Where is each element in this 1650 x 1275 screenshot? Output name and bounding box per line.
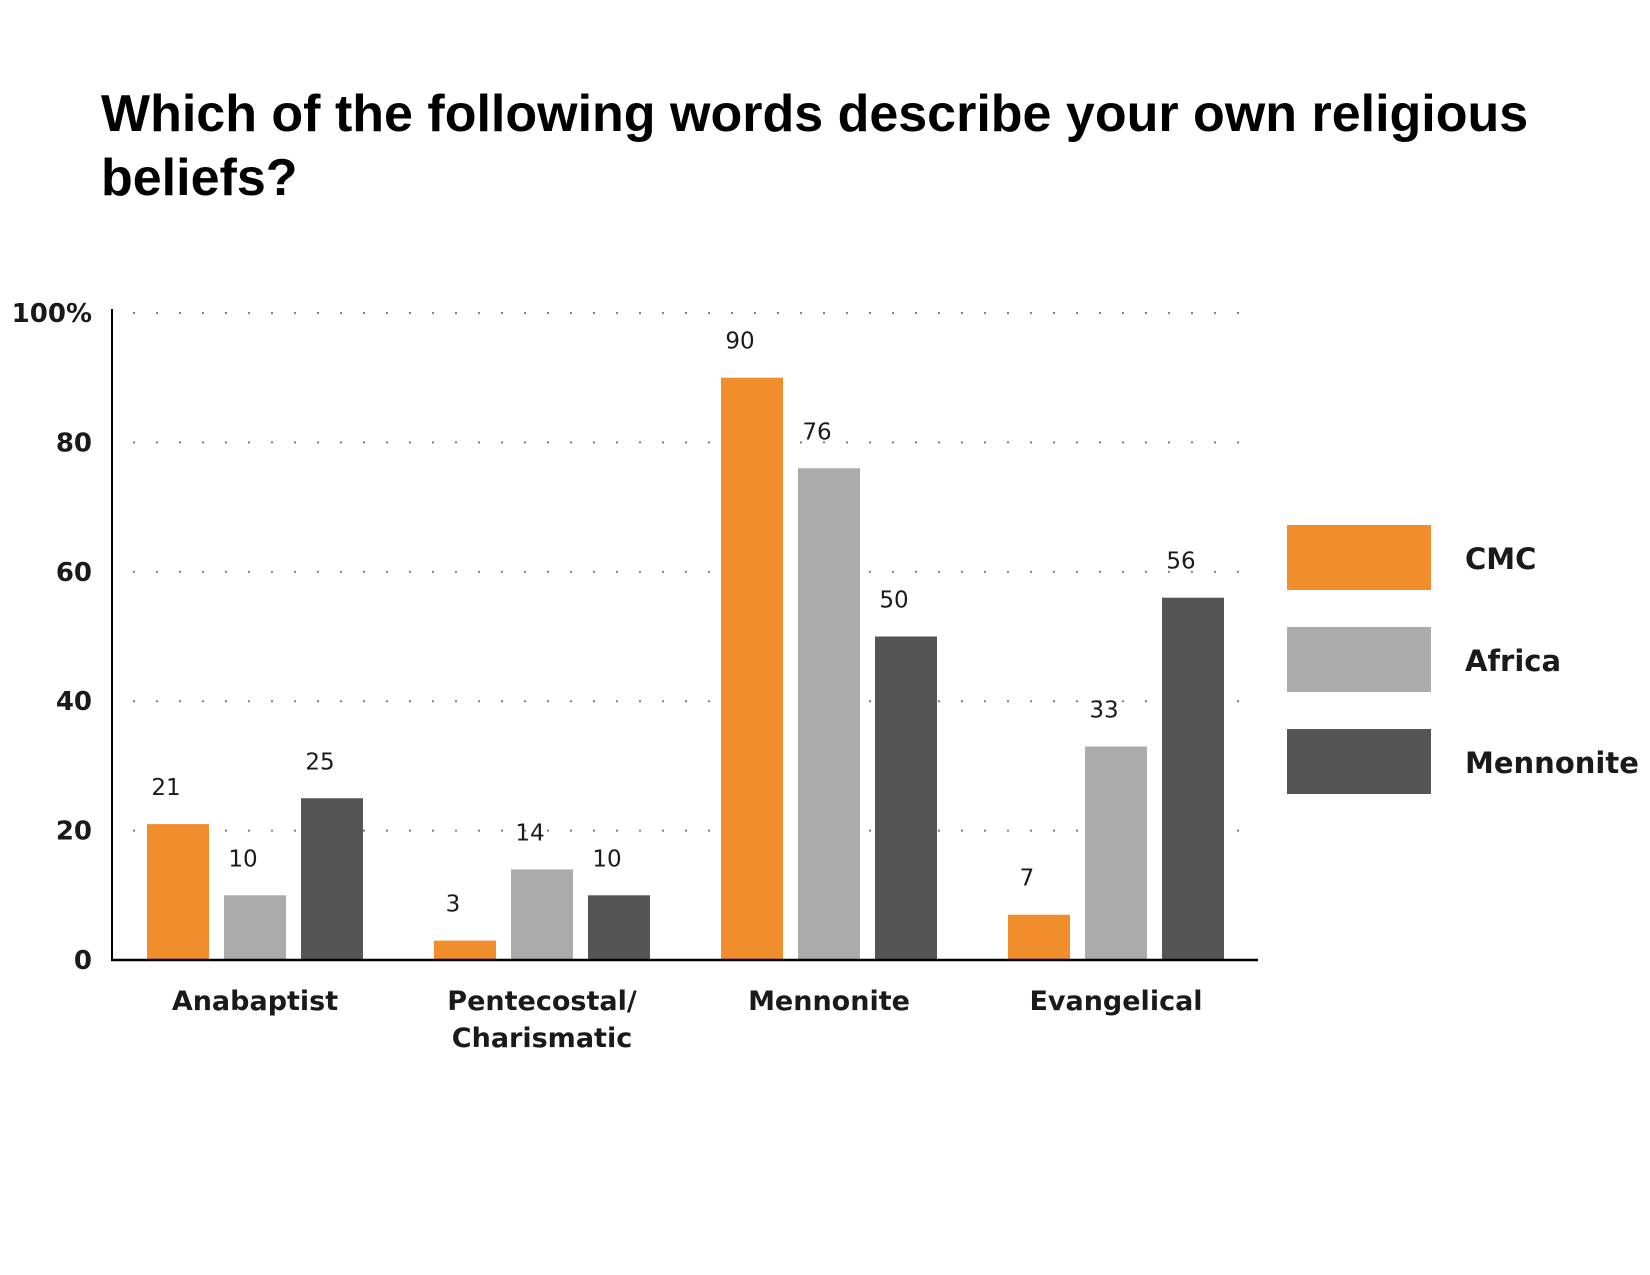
- x-category-label: Anabaptist: [172, 986, 338, 1017]
- data-labels: 21 10 25 3 14 10 90 76 50 7 33 56: [151, 329, 1195, 918]
- legend-label: CMC: [1465, 542, 1536, 576]
- y-tick-label: 100%: [12, 299, 92, 329]
- x-category-label: Evangelical: [1029, 986, 1202, 1017]
- bar-cmc: [147, 824, 209, 960]
- bar-cmc: [434, 940, 496, 960]
- chart-title: Which of the following words describe yo…: [101, 85, 1529, 207]
- bar-mennonite: [875, 636, 937, 960]
- bar-africa: [798, 468, 860, 960]
- data-label: 90: [725, 329, 754, 355]
- x-category-label: Mennonite: [748, 986, 910, 1017]
- bar-africa: [224, 895, 286, 960]
- bar-africa: [1085, 746, 1147, 960]
- x-category-label: Charismatic: [452, 1023, 632, 1054]
- data-label: 10: [228, 846, 257, 872]
- y-tick-label: 40: [56, 687, 92, 717]
- data-label: 14: [515, 820, 544, 846]
- axes: 0 20 40 60 80 100% Anabaptist Pentecostal/Chari…: [12, 299, 1258, 1054]
- bar-mennonite: [588, 895, 650, 960]
- gridlines: [132, 311, 1245, 832]
- bar-mennonite: [301, 798, 363, 960]
- data-label: 33: [1089, 697, 1118, 723]
- data-label: 3: [446, 892, 461, 918]
- x-category-label: Pentecostal/: [447, 986, 637, 1017]
- bar-africa: [511, 869, 573, 960]
- y-tick-label: 60: [56, 558, 92, 588]
- bar-cmc: [721, 377, 783, 960]
- data-label: 25: [305, 749, 334, 775]
- legend-label: Mennonite: [1465, 746, 1639, 780]
- data-label: 7: [1020, 866, 1035, 892]
- data-label: 21: [151, 775, 180, 801]
- data-label: 56: [1166, 549, 1195, 575]
- data-label: 76: [802, 419, 831, 445]
- legend-swatch-africa: [1287, 627, 1431, 692]
- y-tick-label: 0: [74, 946, 92, 976]
- y-tick-label: 80: [56, 428, 92, 458]
- data-label: 50: [879, 588, 908, 614]
- bar-mennonite: [1162, 597, 1224, 960]
- bars: [147, 377, 1224, 960]
- y-tick-label: 20: [56, 817, 92, 847]
- legend: CMC Africa Mennonite: [1287, 525, 1639, 794]
- data-label: 10: [592, 846, 621, 872]
- legend-swatch-cmc: [1287, 525, 1431, 590]
- legend-label: Africa: [1465, 644, 1561, 678]
- bar-cmc: [1008, 914, 1070, 960]
- legend-swatch-mennonite: [1287, 729, 1431, 794]
